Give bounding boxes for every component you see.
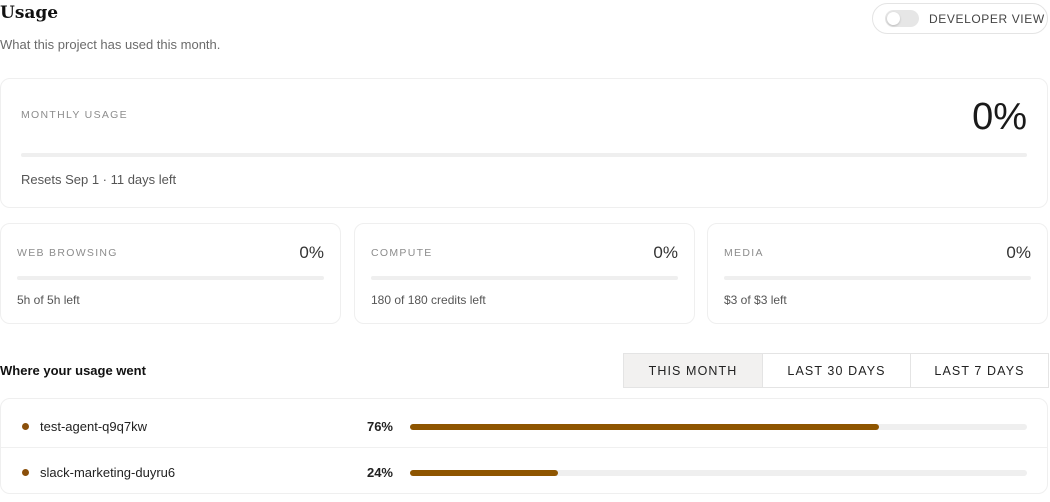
page-subtitle: What this project has used this month. [0, 37, 221, 52]
web-browsing-percent: 0% [299, 243, 324, 262]
tab-last-30-days[interactable]: LAST 30 DAYS [762, 354, 910, 387]
agent-usage-fill [410, 470, 559, 476]
page-title: Usage [0, 3, 59, 23]
monthly-usage-caption: MONTHLY USAGE [21, 109, 128, 121]
tab-this-month[interactable]: THIS MONTH [624, 354, 762, 387]
monthly-usage-progress-track [21, 153, 1027, 157]
agent-usage-fill [410, 424, 879, 430]
list-item[interactable]: test-agent-q9q7kw 76% [1, 402, 1047, 447]
status-dot-icon [22, 469, 29, 476]
agent-name: test-agent-q9q7kw [40, 419, 147, 434]
media-caption: MEDIA [724, 247, 764, 259]
compute-progress-track [371, 276, 678, 280]
media-percent: 0% [1006, 243, 1031, 262]
web-browsing-progress-track [17, 276, 324, 280]
toggle-knob [887, 12, 900, 25]
agent-usage-percent: 76% [366, 419, 393, 434]
web-browsing-caption: WEB BROWSING [17, 247, 118, 259]
compute-percent: 0% [653, 243, 678, 262]
compute-card: COMPUTE 0% 180 of 180 credits left [354, 223, 695, 324]
status-dot-icon [22, 423, 29, 430]
toggle-switch[interactable] [885, 10, 919, 27]
web-browsing-card: WEB BROWSING 0% 5h of 5h left [0, 223, 341, 324]
tab-last-7-days[interactable]: LAST 7 DAYS [910, 354, 1048, 387]
web-browsing-note: 5h of 5h left [17, 293, 80, 307]
media-progress-track [724, 276, 1031, 280]
compute-caption: COMPUTE [371, 247, 433, 259]
agent-usage-track [410, 424, 1027, 430]
monthly-usage-percent: 0% [972, 96, 1027, 138]
media-note: $3 of $3 left [724, 293, 787, 307]
agent-usage-track [410, 470, 1027, 476]
monthly-reset-note: Resets Sep 1 · 11 days left [21, 172, 177, 187]
agent-name: slack-marketing-duyru6 [40, 465, 176, 480]
compute-note: 180 of 180 credits left [371, 293, 486, 307]
breakdown-title: Where your usage went [0, 363, 146, 378]
time-range-tabs: THIS MONTH LAST 30 DAYS LAST 7 DAYS [623, 353, 1049, 388]
developer-view-label: DEVELOPER VIEW [929, 11, 1045, 26]
usage-breakdown-list: test-agent-q9q7kw 76% slack-marketing-du… [0, 398, 1048, 494]
agent-usage-percent: 24% [366, 465, 393, 480]
media-card: MEDIA 0% $3 of $3 left [707, 223, 1048, 324]
developer-view-toggle[interactable]: DEVELOPER VIEW [872, 3, 1048, 34]
list-item[interactable]: slack-marketing-duyru6 24% [1, 447, 1047, 492]
monthly-usage-card: MONTHLY USAGE 0% Resets Sep 1 · 11 days … [0, 78, 1048, 208]
